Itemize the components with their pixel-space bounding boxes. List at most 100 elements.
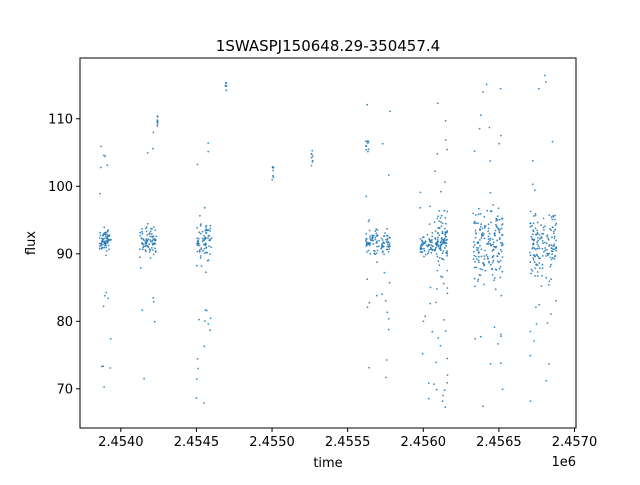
data-point bbox=[477, 213, 480, 216]
data-point bbox=[475, 255, 477, 258]
data-point bbox=[535, 323, 538, 325]
data-point bbox=[106, 164, 109, 167]
data-point bbox=[375, 232, 378, 235]
y-tick-label: 80 bbox=[56, 315, 73, 330]
data-point bbox=[487, 240, 490, 243]
data-point bbox=[199, 215, 201, 217]
data-point bbox=[152, 147, 154, 150]
data-point bbox=[528, 251, 531, 254]
data-point bbox=[210, 246, 212, 249]
data-point bbox=[139, 267, 142, 269]
data-point bbox=[141, 248, 144, 251]
data-point bbox=[210, 237, 213, 240]
data-point bbox=[388, 236, 391, 239]
data-point bbox=[98, 237, 101, 239]
data-point bbox=[366, 278, 369, 280]
data-point bbox=[444, 181, 446, 183]
data-point bbox=[367, 148, 370, 151]
data-point bbox=[531, 246, 534, 249]
data-point bbox=[553, 248, 556, 251]
data-point bbox=[198, 318, 201, 321]
data-point bbox=[376, 294, 378, 297]
data-point bbox=[104, 243, 106, 245]
data-point bbox=[534, 275, 536, 277]
data-point bbox=[378, 239, 380, 242]
y-axis-label: flux bbox=[24, 231, 39, 255]
data-point bbox=[381, 244, 383, 247]
data-point bbox=[499, 87, 502, 90]
data-point bbox=[206, 252, 209, 254]
data-point bbox=[387, 241, 389, 244]
data-point bbox=[438, 257, 441, 259]
data-point bbox=[440, 239, 443, 241]
data-point bbox=[368, 229, 371, 232]
data-point bbox=[497, 227, 500, 230]
data-point bbox=[552, 250, 554, 253]
data-point bbox=[553, 255, 556, 258]
data-point bbox=[440, 214, 443, 217]
data-point bbox=[550, 278, 552, 281]
data-point bbox=[545, 242, 548, 245]
data-point bbox=[197, 238, 200, 240]
data-point bbox=[446, 292, 449, 295]
data-point bbox=[484, 249, 486, 252]
x-tick-label: 2.4565 bbox=[476, 435, 522, 450]
data-point bbox=[442, 258, 445, 261]
data-point bbox=[376, 229, 379, 232]
data-point bbox=[479, 274, 482, 277]
data-point bbox=[427, 244, 430, 247]
data-point bbox=[539, 257, 541, 259]
data-point bbox=[430, 252, 433, 254]
data-point bbox=[554, 224, 557, 227]
data-point bbox=[437, 245, 440, 248]
data-point bbox=[139, 231, 142, 234]
data-point bbox=[446, 381, 449, 384]
data-point bbox=[142, 243, 145, 246]
data-point bbox=[441, 222, 444, 225]
data-point bbox=[529, 222, 532, 225]
data-point bbox=[156, 119, 159, 121]
data-point bbox=[474, 229, 477, 232]
data-point bbox=[196, 358, 199, 360]
data-point bbox=[385, 376, 387, 379]
data-point bbox=[196, 163, 199, 166]
data-point bbox=[374, 238, 377, 241]
data-point bbox=[487, 223, 490, 226]
data-point bbox=[536, 247, 539, 250]
data-point bbox=[496, 215, 499, 218]
data-point bbox=[547, 238, 550, 241]
data-point bbox=[492, 243, 494, 246]
data-point bbox=[481, 232, 484, 234]
data-point bbox=[386, 239, 389, 241]
data-point bbox=[271, 178, 274, 181]
data-point bbox=[152, 300, 155, 303]
data-point bbox=[153, 226, 155, 229]
data-point bbox=[495, 218, 498, 220]
data-point bbox=[441, 257, 443, 260]
data-point bbox=[536, 229, 539, 232]
data-point bbox=[553, 243, 556, 246]
data-point bbox=[102, 234, 104, 237]
data-point bbox=[498, 218, 501, 221]
data-point bbox=[501, 243, 504, 246]
data-point bbox=[107, 235, 110, 237]
data-point bbox=[438, 264, 441, 266]
data-point bbox=[368, 366, 370, 369]
data-point bbox=[443, 389, 446, 392]
x-axis-offset-label: 1e6 bbox=[551, 455, 576, 470]
data-point bbox=[473, 220, 476, 223]
data-point bbox=[499, 248, 502, 251]
data-point bbox=[367, 220, 370, 223]
data-point bbox=[374, 236, 377, 239]
data-point bbox=[501, 242, 504, 245]
data-point bbox=[381, 239, 384, 241]
data-point bbox=[377, 245, 380, 248]
data-point bbox=[203, 252, 206, 255]
data-point bbox=[538, 303, 540, 306]
data-point bbox=[535, 253, 538, 256]
data-point bbox=[541, 267, 544, 270]
data-point bbox=[493, 245, 495, 248]
data-point bbox=[152, 235, 155, 238]
data-point bbox=[104, 294, 106, 297]
